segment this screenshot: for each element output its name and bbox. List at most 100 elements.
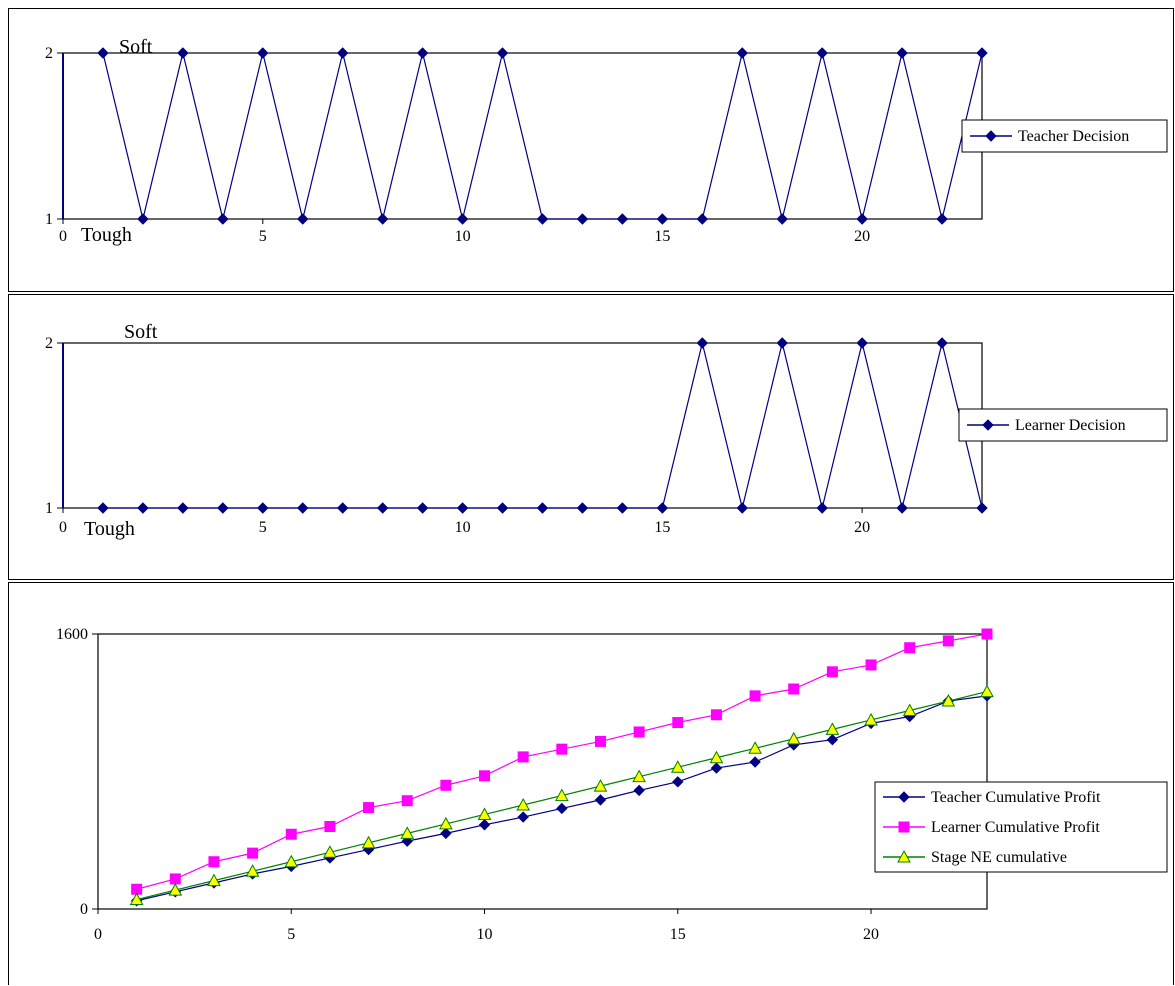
data-point [556, 743, 568, 755]
data-point [749, 756, 761, 768]
data-point [826, 666, 838, 678]
data-point [865, 659, 877, 671]
plot-area [97, 633, 988, 910]
tough-label: Tough [84, 518, 135, 540]
data-point [208, 856, 220, 868]
data-point [257, 47, 269, 59]
x-tick-label: 15 [654, 519, 670, 536]
legend-marker [982, 419, 994, 431]
data-point [896, 502, 908, 514]
data-point [696, 337, 709, 349]
data-point [361, 835, 376, 849]
data-point [786, 731, 801, 745]
legend-marker [897, 849, 911, 863]
x-tick-label: 10 [455, 519, 471, 536]
data-point [776, 213, 788, 225]
series-line [102, 342, 983, 509]
data-point [825, 722, 840, 735]
x-tick-label: 10 [455, 228, 471, 245]
data-point [788, 683, 800, 695]
data-point [904, 642, 916, 654]
cumulative-profit-chart-panel: 0 1600 0 5 10 15 20 Teacher Cumulative Profit Le… [8, 582, 1174, 985]
data-point [616, 502, 629, 514]
data-point [736, 47, 748, 59]
data-point [554, 788, 569, 802]
data-point [257, 502, 269, 514]
data-point [207, 873, 221, 887]
data-point [633, 784, 645, 797]
y-tick-label: 2 [45, 45, 53, 62]
data-point [217, 502, 229, 514]
data-point [245, 864, 260, 877]
x-tick-label: 0 [94, 926, 102, 943]
data-point [137, 213, 149, 225]
series-learner-cumulative-profit [131, 628, 993, 895]
data-point [942, 635, 954, 647]
data-point [856, 213, 868, 225]
data-point [936, 337, 948, 349]
data-point [456, 213, 469, 225]
data-point [517, 751, 529, 763]
soft-label: Soft [119, 36, 153, 58]
data-point [556, 802, 568, 815]
series-learner-decision [62, 337, 988, 514]
data-point [941, 693, 956, 707]
legend-marker [898, 791, 910, 803]
data-point [477, 807, 492, 820]
y-tick-label: 2 [45, 335, 53, 352]
data-point [363, 802, 375, 814]
x-tick-label: 20 [863, 926, 879, 943]
data-point [297, 213, 309, 225]
data-point [336, 502, 349, 514]
data-point [416, 502, 429, 514]
data-point [177, 47, 189, 59]
series-stage-ne-cumulative [129, 684, 994, 906]
legend: Learner Decision [958, 408, 1168, 442]
data-point [633, 726, 645, 738]
legend: Teacher Decision [961, 119, 1168, 153]
x-tick-label: 5 [287, 926, 295, 943]
data-point [440, 779, 452, 791]
data-point [816, 502, 828, 514]
data-point [516, 797, 531, 811]
data-point [284, 854, 299, 868]
data-point [536, 213, 549, 225]
data-point [177, 502, 189, 514]
data-point [169, 873, 181, 885]
y-tick-label: 1600 [56, 626, 88, 643]
legend-marker [898, 821, 910, 833]
data-point [517, 811, 529, 823]
data-point [285, 828, 297, 840]
data-point [980, 684, 994, 698]
data-point [902, 703, 917, 716]
x-tick-label: 15 [654, 228, 670, 245]
data-point [401, 795, 413, 807]
x-tick-label: 10 [477, 926, 493, 943]
series-teacher-decision [62, 47, 988, 225]
data-point [137, 502, 149, 514]
data-point [710, 709, 722, 721]
data-point [632, 769, 646, 783]
data-point [440, 827, 452, 840]
data-point [816, 47, 828, 59]
data-point [323, 845, 337, 858]
x-tick-label: 0 [59, 228, 67, 245]
legend-label: Learner Decision [1015, 417, 1126, 434]
data-point [710, 762, 723, 774]
data-point [981, 628, 993, 640]
x-tick-label: 20 [854, 228, 870, 245]
data-point [749, 690, 761, 702]
legend-label: Stage NE cumulative [931, 849, 1067, 866]
data-point [576, 502, 589, 514]
data-point [864, 712, 878, 726]
x-tick-label: 5 [259, 519, 267, 536]
data-point [670, 760, 685, 773]
data-point [736, 502, 748, 514]
data-point [247, 847, 259, 859]
data-point [478, 819, 491, 831]
data-point [168, 883, 183, 896]
y-tick-label: 0 [80, 901, 88, 918]
data-point [496, 502, 509, 514]
data-point [976, 47, 988, 59]
